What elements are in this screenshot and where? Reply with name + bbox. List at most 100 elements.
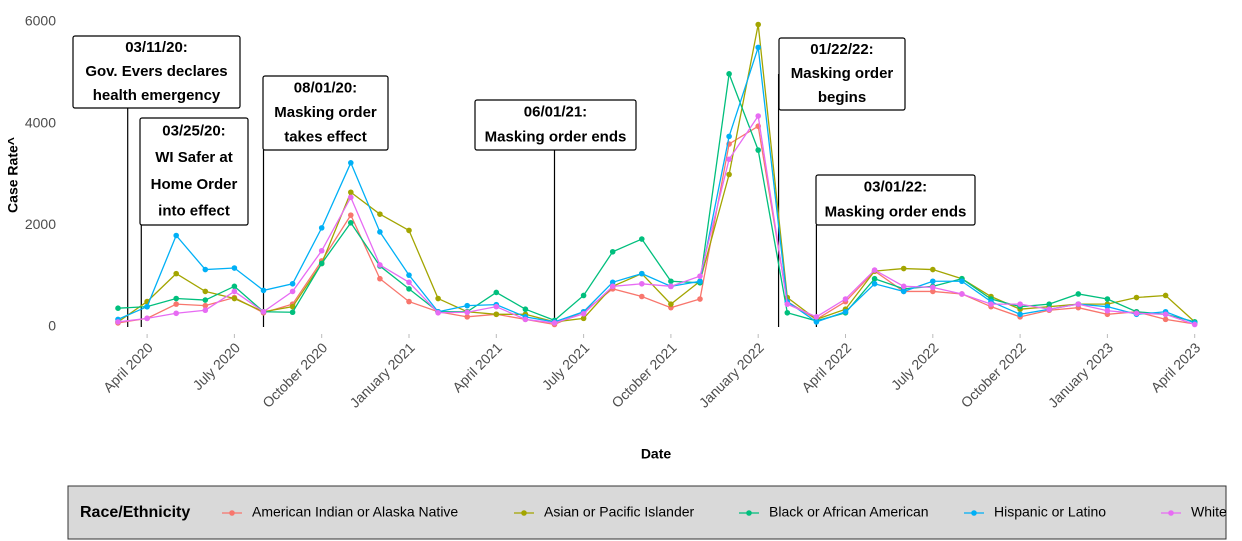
annotation-text: into effect: [158, 203, 230, 220]
data-point: [377, 211, 383, 217]
data-point: [755, 113, 761, 119]
data-point: [871, 275, 878, 282]
data-point: [1046, 301, 1052, 307]
x-tick-label: January 2022: [696, 339, 767, 410]
data-point: [813, 319, 820, 325]
annotation-text: 03/11/20:: [125, 39, 188, 56]
data-point: [348, 219, 354, 226]
annotation-box: [815, 174, 976, 226]
data-point: [202, 307, 209, 314]
x-axis-label: Date: [641, 446, 672, 462]
data-point: [493, 303, 500, 310]
data-point: [726, 71, 732, 77]
annotation-text: Gov. Evers declares: [85, 63, 227, 80]
data-point: [406, 298, 412, 305]
legend-swatch-point: [971, 510, 977, 516]
annotation-text: 03/01/22:: [864, 178, 927, 195]
data-point: [231, 295, 238, 302]
x-tick-label: October 2021: [608, 339, 679, 410]
data-point: [871, 267, 878, 273]
data-point: [522, 316, 529, 323]
data-point: [115, 319, 121, 325]
data-point: [697, 273, 703, 279]
data-point: [406, 286, 412, 292]
data-point: [406, 272, 412, 278]
x-tick-label: July 2021: [539, 339, 593, 393]
annotation-box: [474, 99, 637, 151]
annotation-text: 06/01/21:: [524, 103, 587, 120]
annotation-text: Masking order: [791, 65, 894, 82]
data-point: [377, 275, 383, 282]
data-point: [464, 309, 471, 316]
data-point: [318, 260, 325, 267]
legend-label: Asian or Pacific Islander: [544, 504, 695, 520]
data-point: [1162, 316, 1169, 323]
legend-label: American Indian or Alaska Native: [252, 504, 458, 520]
data-point: [144, 315, 150, 322]
series-line: [117, 125, 1195, 326]
data-point: [1075, 301, 1082, 307]
annotation-box: [72, 35, 241, 109]
annotation-text: Home Order: [151, 176, 238, 193]
legend-label: Black or African American: [769, 504, 929, 520]
data-point: [959, 291, 965, 297]
x-tick-label: October 2020: [259, 339, 330, 410]
data-point: [115, 305, 121, 311]
data-point: [202, 297, 209, 303]
data-point: [493, 289, 500, 296]
data-point: [639, 280, 645, 287]
data-point: [813, 314, 820, 320]
x-tick-label: April 2020: [100, 339, 156, 395]
y-tick-label: 4000: [25, 114, 56, 130]
series-line: [117, 47, 1195, 324]
data-point: [1133, 310, 1140, 317]
data-point: [930, 288, 936, 295]
data-point: [289, 288, 296, 295]
data-point: [930, 278, 936, 285]
data-point: [173, 295, 179, 302]
data-point: [406, 227, 412, 234]
data-point: [260, 308, 267, 315]
data-point: [377, 229, 383, 235]
series-line: [117, 114, 1195, 326]
data-point: [639, 270, 645, 277]
data-point: [348, 189, 354, 196]
annotation-text: 03/25/20:: [162, 122, 225, 139]
annotation-box: [778, 37, 906, 111]
data-point: [1104, 307, 1111, 314]
data-point: [639, 236, 645, 242]
data-point: [202, 266, 209, 273]
data-point: [726, 171, 732, 178]
data-point: [202, 302, 209, 309]
series-line: [117, 24, 1196, 323]
data-point: [289, 309, 296, 316]
annotation-text: begins: [818, 89, 866, 106]
data-point: [900, 265, 907, 272]
legend-swatch-point: [746, 510, 752, 516]
data-point: [726, 133, 732, 140]
data-point: [231, 265, 238, 271]
data-point: [842, 296, 849, 302]
data-point: [609, 248, 616, 255]
data-point: [435, 295, 441, 302]
data-point: [784, 309, 791, 316]
annotation-text: Masking order ends: [825, 203, 967, 220]
data-point: [1104, 303, 1111, 310]
data-point: [784, 301, 791, 307]
data-point: [900, 283, 907, 290]
legend-label: Hispanic or Latino: [994, 504, 1106, 520]
data-point: [842, 308, 849, 315]
data-point: [173, 301, 179, 307]
data-point: [173, 270, 179, 277]
data-point: [522, 306, 529, 313]
x-tick-label: April 2022: [798, 339, 854, 395]
data-point: [231, 283, 238, 290]
data-point: [348, 212, 354, 218]
data-point: [580, 310, 587, 317]
data-point: [435, 309, 441, 316]
data-point: [260, 287, 267, 294]
y-axis-label: Case Rate^: [5, 137, 21, 213]
data-point: [988, 301, 994, 307]
annotation-text: Masking order ends: [485, 128, 627, 145]
